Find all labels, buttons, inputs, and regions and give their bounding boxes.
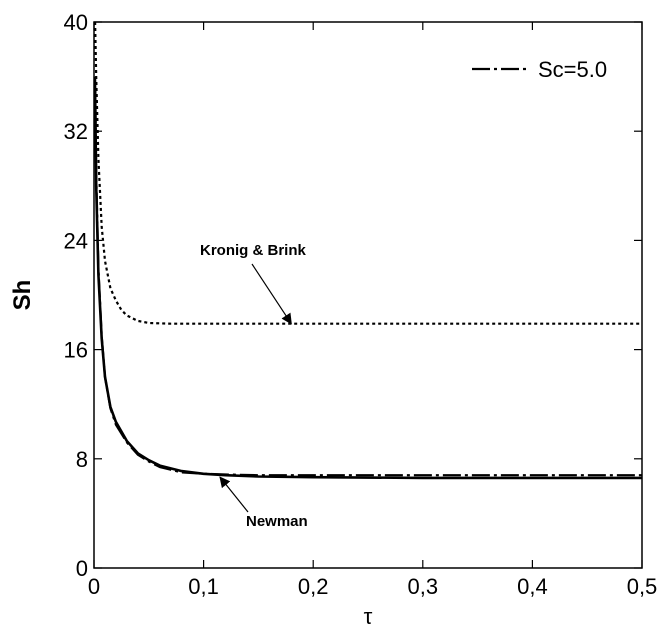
series-layer <box>93 21 642 480</box>
x-tick-label: 0 <box>88 574 100 599</box>
tick-labels: 0 0,1 0,2 0,3 0,4 0,5 0 8 16 24 32 40 <box>64 10 658 599</box>
y-tick-label: 0 <box>76 556 88 581</box>
y-axis-label: Sh <box>9 280 36 311</box>
annotation-kronig-brink: Kronig & Brink <box>200 242 306 325</box>
x-tick-label: 0,2 <box>298 574 329 599</box>
legend: Sc=5.0 <box>472 57 607 82</box>
annotation-label-newman: Newman <box>246 513 308 530</box>
x-axis-label: τ <box>364 604 373 629</box>
series-line-solid <box>93 90 642 480</box>
y-tick-label: 8 <box>76 447 88 472</box>
x-tick-label: 0,4 <box>517 574 548 599</box>
y-tick-label: 40 <box>64 10 88 35</box>
y-tick-label: 32 <box>64 119 88 144</box>
x-tick-label: 0,5 <box>627 574 658 599</box>
legend-label: Sc=5.0 <box>538 57 607 82</box>
annotation-newman: Newman <box>219 476 308 530</box>
y-tick-label: 24 <box>64 228 88 253</box>
axis-ticks <box>93 21 643 569</box>
plot-frame <box>93 21 643 569</box>
annotation-arrow-kronig-brink <box>251 263 292 325</box>
annotation-label-kronig-brink: Kronig & Brink <box>200 242 306 259</box>
x-tick-label: 0,3 <box>408 574 439 599</box>
annotation-arrow-newman <box>219 476 249 513</box>
y-tick-label: 16 <box>64 338 88 363</box>
x-tick-label: 0,1 <box>188 574 219 599</box>
series-line-dash-dot <box>94 76 642 477</box>
series-line-dotted <box>94 21 642 325</box>
